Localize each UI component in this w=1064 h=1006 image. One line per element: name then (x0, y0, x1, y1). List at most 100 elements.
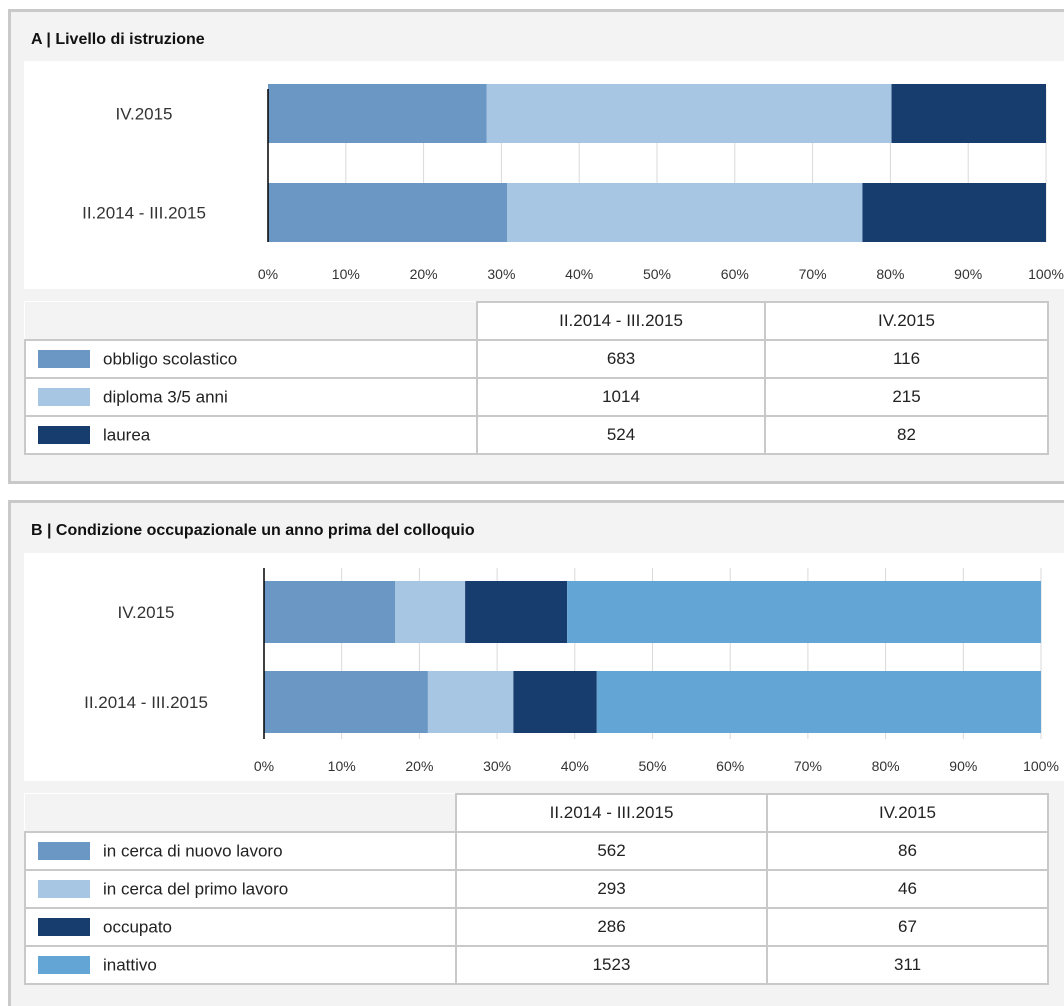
row-label: in cerca del primo lavoro (103, 879, 289, 899)
table-row: obbligo scolastico 683 116 (24, 339, 1049, 379)
column-header: IV.2015 (766, 793, 1049, 833)
row-label: occupato (103, 917, 172, 937)
bar-segment (507, 183, 863, 242)
legend-swatch (38, 388, 90, 407)
tick-label: 80% (872, 758, 900, 774)
tick-label: 20% (410, 266, 438, 282)
bar-segment (862, 183, 1046, 242)
category-label: II.2014 - III.2015 (84, 693, 208, 712)
table-corner (25, 794, 457, 833)
row-label-cell: inattivo (24, 945, 457, 985)
tick-label: 60% (716, 758, 744, 774)
tick-label: 100% (1028, 266, 1064, 282)
table-cell: 46 (766, 869, 1049, 909)
tick-label: 80% (876, 266, 904, 282)
stacked-bar-chart-b: IV.2015 II.2014 - III.2015 0% 10% 20% 30% 40% 5… (84, 568, 1059, 774)
legend-swatch (38, 350, 90, 369)
column-header: II.2014 - III.2015 (455, 793, 768, 833)
table-header-row: II.2014 - III.2015 IV.2015 (25, 793, 1049, 833)
row-label-cell: laurea (24, 415, 478, 455)
table-header-row: II.2014 - III.2015 IV.2015 (25, 301, 1049, 341)
row-label-cell: occupato (24, 907, 457, 947)
bar-segment (486, 84, 892, 143)
tick-label: 10% (328, 758, 356, 774)
bar-segment (513, 671, 597, 733)
stacked-bar-chart-a: IV.2015 II.2014 - III.2015 0% 10% 20% 30% 40% 5… (82, 84, 1064, 282)
row-label-cell: in cerca di nuovo lavoro (24, 831, 457, 871)
legend-swatch (38, 842, 90, 861)
legend-swatch (38, 956, 90, 975)
row-label: laurea (103, 425, 151, 445)
legend-table-a: II.2014 - III.2015 IV.2015 obbligo scola… (24, 301, 1049, 455)
table-cell: 524 (476, 415, 766, 455)
row-label-cell: in cerca del primo lavoro (24, 869, 457, 909)
table-row: in cerca del primo lavoro 293 46 (24, 869, 1049, 909)
legend-swatch (38, 918, 90, 937)
table-cell: 67 (766, 907, 1049, 947)
tick-label: 90% (954, 266, 982, 282)
row-label-cell: diploma 3/5 anni (24, 377, 478, 417)
tick-label: 50% (638, 758, 666, 774)
tick-label: 10% (332, 266, 360, 282)
tick-label: 90% (949, 758, 977, 774)
bar-segment (268, 84, 487, 143)
chart-area: IV.2015 II.2014 - III.2015 0% 10% 20% 30% 40% 5… (24, 61, 1064, 289)
column-header: II.2014 - III.2015 (476, 301, 766, 341)
table-row: in cerca di nuovo lavoro 562 86 (24, 831, 1049, 871)
table-row: inattivo 1523 311 (24, 945, 1049, 985)
bar-segment (264, 581, 396, 643)
table-cell: 311 (766, 945, 1049, 985)
row-label-cell: obbligo scolastico (24, 339, 478, 379)
table-row: occupato 286 67 (24, 907, 1049, 947)
table-row: laurea 524 82 (24, 415, 1049, 455)
bar-segment (268, 183, 508, 242)
bar-segment (596, 671, 1041, 733)
panel-condizione-occupazionale: B | Condizione occupazionale un anno pri… (8, 500, 1064, 1006)
column-header: IV.2015 (764, 301, 1049, 341)
category-label: IV.2015 (115, 105, 172, 124)
table-corner (25, 302, 478, 341)
legend-swatch (38, 426, 90, 445)
tick-label: 60% (721, 266, 749, 282)
tick-label: 70% (799, 266, 827, 282)
legend-swatch (38, 880, 90, 899)
tick-label: 20% (405, 758, 433, 774)
row-label: obbligo scolastico (103, 349, 238, 369)
table-cell: 562 (455, 831, 768, 871)
bar-segment (427, 671, 514, 733)
category-label: II.2014 - III.2015 (82, 204, 206, 223)
panel-title: A | Livello di istruzione (31, 31, 205, 48)
tick-label: 50% (643, 266, 671, 282)
bar-segment (465, 581, 568, 643)
table-cell: 82 (764, 415, 1049, 455)
bar-segment (395, 581, 466, 643)
tick-label: 30% (487, 266, 515, 282)
panel-livello-istruzione: A | Livello di istruzione IV.2015 II.2014… (8, 9, 1064, 484)
tick-label: 0% (254, 758, 274, 774)
table-row: diploma 3/5 anni 1014 215 (24, 377, 1049, 417)
legend-table-b: II.2014 - III.2015 IV.2015 in cerca di n… (24, 793, 1049, 985)
tick-label: 40% (565, 266, 593, 282)
table-cell: 215 (764, 377, 1049, 417)
table-cell: 683 (476, 339, 766, 379)
chart-area: IV.2015 II.2014 - III.2015 0% 10% 20% 30% 40% 5… (24, 553, 1064, 781)
tick-label: 40% (561, 758, 589, 774)
table-cell: 1523 (455, 945, 768, 985)
tick-label: 70% (794, 758, 822, 774)
table-cell: 86 (766, 831, 1049, 871)
table-cell: 1014 (476, 377, 766, 417)
tick-label: 0% (258, 266, 278, 282)
table-cell: 116 (764, 339, 1049, 379)
bar-segment (567, 581, 1041, 643)
row-label: diploma 3/5 anni (103, 387, 228, 407)
tick-label: 30% (483, 758, 511, 774)
table-cell: 286 (455, 907, 768, 947)
panel-title: B | Condizione occupazionale un anno pri… (31, 522, 475, 539)
category-label: IV.2015 (117, 603, 174, 622)
tick-label: 100% (1023, 758, 1059, 774)
row-label: inattivo (103, 955, 157, 975)
bar-segment (264, 671, 428, 733)
table-cell: 293 (455, 869, 768, 909)
row-label: in cerca di nuovo lavoro (103, 841, 283, 861)
bar-segment (891, 84, 1046, 143)
